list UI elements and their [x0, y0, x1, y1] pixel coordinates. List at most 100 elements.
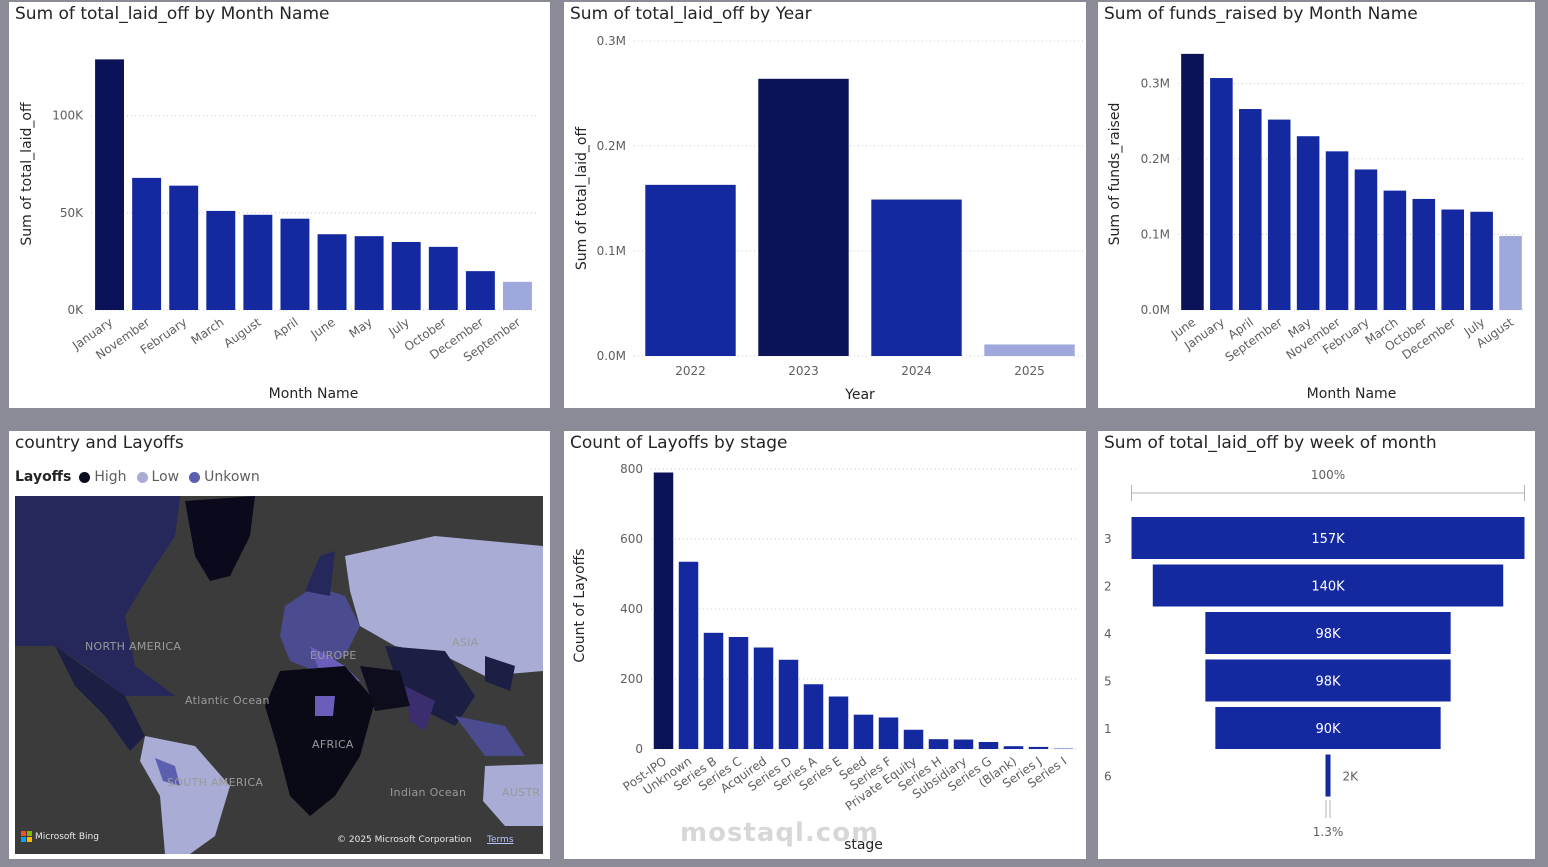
funnel-category-label: 2 [1104, 580, 1112, 594]
funnel-top-percent: 100% [1311, 468, 1345, 482]
bar-april[interactable] [1239, 109, 1262, 311]
bar-private-equity[interactable] [903, 729, 924, 749]
bar-series-g[interactable] [978, 742, 999, 749]
bar-post-ipo[interactable] [653, 472, 674, 750]
bar-july[interactable] [1470, 211, 1493, 310]
funnel-value-label: 140K [1311, 580, 1345, 595]
legend-unknown-label[interactable]: Unkown [204, 469, 260, 485]
y-tick-label: 0.3M [1141, 76, 1170, 90]
bar-january[interactable] [95, 59, 125, 310]
bar-april[interactable] [280, 218, 310, 310]
panel-title: Sum of total_laid_off by Month Name [15, 4, 330, 24]
layoffs-by-year-chart[interactable]: 0.0M 0.1M 0.2M 0.3M 2022 2023 2024 2025 Year Sum … [564, 2, 1086, 408]
world-map-shapes [15, 496, 543, 854]
bar-series-e[interactable] [828, 696, 849, 750]
panel-title: Sum of funds_raised by Month Name [1104, 4, 1418, 24]
funnel-bar-week-1[interactable] [1215, 707, 1441, 749]
funnel-value-label: 98K [1315, 675, 1341, 690]
map-terms-link[interactable]: Terms [487, 835, 514, 845]
panel-layoffs-by-stage[interactable]: Count of Layoffs by stage 0 200 400 600 800 P… [564, 431, 1086, 859]
bar-november[interactable] [132, 177, 162, 310]
bar-series-j[interactable] [1028, 746, 1049, 749]
y-tick-label: 100K [52, 109, 84, 123]
bar-unknown[interactable] [678, 561, 699, 749]
bar-2023[interactable] [758, 78, 849, 357]
bar-march[interactable] [206, 210, 236, 310]
funnel-bar-week-5[interactable] [1205, 659, 1451, 702]
bar-december[interactable] [1441, 209, 1464, 310]
bar-may[interactable] [354, 236, 384, 310]
y-tick-label: 0 [635, 742, 643, 756]
bar-september[interactable] [1267, 119, 1291, 310]
y-axis-title: Sum of total_laid_off [19, 102, 35, 246]
panel-country-map[interactable]: country and Layoffs Layoffs High Low Unk… [9, 431, 550, 859]
funds-by-month-chart[interactable]: 0.0M0.1M0.2M0.3MJuneJanuaryAprilSeptembe… [1098, 2, 1535, 408]
bar-subsidiary[interactable] [953, 739, 974, 749]
bar-series-b[interactable] [703, 632, 724, 749]
watermark: mostaql.com [680, 818, 880, 848]
funnel-bar-week-4[interactable] [1205, 612, 1451, 654]
bar-series-c[interactable] [728, 637, 749, 749]
bar-january[interactable] [1210, 78, 1233, 311]
funnel-bar-week-6[interactable] [1325, 754, 1331, 797]
funnel-value-label: 2K [1343, 770, 1360, 784]
map-label-atlantic: Atlantic Ocean [185, 694, 270, 707]
y-tick-label: 0.0M [597, 349, 626, 363]
bar-july[interactable] [391, 242, 421, 310]
funnel-category-label: 1 [1104, 722, 1112, 736]
bar-december[interactable] [465, 271, 495, 310]
panel-funds-by-month[interactable]: Sum of funds_raised by Month Name 0.0M 0.… [1098, 2, 1535, 408]
bar-august[interactable] [1499, 235, 1522, 310]
legend-unknown-dot [189, 471, 201, 483]
panel-layoffs-by-year[interactable]: Sum of total_laid_off by Year 0.0M 0.1M 0.… [564, 2, 1086, 408]
x-axis-title: Month Name [269, 386, 359, 402]
panel-title: Count of Layoffs by stage [570, 433, 788, 453]
panel-layoffs-by-month[interactable]: Sum of total_laid_off by Month Name 0K 50… [9, 2, 550, 408]
x-tick-label: June [308, 315, 338, 342]
bar-2022[interactable] [645, 184, 736, 356]
bar-acquired[interactable] [753, 647, 774, 750]
bar-august[interactable] [243, 214, 273, 310]
bar-june[interactable] [1181, 53, 1204, 310]
bar-2024[interactable] [871, 199, 962, 356]
bar-series-h[interactable] [928, 739, 949, 749]
bar-february[interactable] [169, 185, 199, 310]
bar-series-i[interactable] [1053, 747, 1074, 749]
panel-title: Sum of total_laid_off by Year [570, 4, 812, 24]
layoffs-by-week-funnel[interactable]: 100% 3 157K 2 140K 4 98K 5 98K 1 90K 6 2K 1.3% [1098, 431, 1535, 859]
map-label-north-america: NORTH AMERICA [85, 640, 182, 653]
panel-title: Sum of total_laid_off by week of month [1104, 433, 1437, 453]
bar-series-f[interactable] [878, 717, 899, 750]
x-tick-label: 2023 [788, 364, 819, 378]
map-label-asia: ASIA [452, 636, 479, 649]
bar-series-d[interactable] [778, 659, 799, 749]
europe-region [280, 586, 360, 671]
bar-2025[interactable] [984, 344, 1075, 356]
bar-october[interactable] [1412, 198, 1436, 310]
y-axis-title: Count of Layoffs [572, 548, 588, 662]
map-label-australia: AUSTR [502, 786, 541, 799]
bing-logo: Microsoft Bing [21, 831, 99, 842]
funnel-bar-week-3[interactable] [1131, 517, 1525, 559]
bar-seed[interactable] [853, 714, 874, 749]
bar-november[interactable] [1325, 151, 1349, 310]
bar-october[interactable] [428, 246, 458, 310]
legend-high-label[interactable]: High [94, 469, 127, 485]
bar--blank-[interactable] [1003, 746, 1024, 749]
bar-march[interactable] [1383, 190, 1407, 310]
x-axis-title: stage [844, 837, 883, 853]
funnel-bar-week-2[interactable] [1152, 564, 1504, 607]
map-label-south-america: SOUTH AMERICA [167, 776, 264, 789]
bar-series-a[interactable] [803, 684, 824, 749]
world-map[interactable]: NORTH AMERICA EUROPE ASIA Atlantic Ocean… [15, 496, 543, 854]
bar-may[interactable] [1296, 136, 1320, 310]
bar-september[interactable] [502, 281, 532, 310]
map-label-africa: AFRICA [312, 738, 354, 751]
bar-june[interactable] [317, 234, 347, 310]
map-copyright: © 2025 Microsoft Corporation [337, 835, 472, 845]
panel-layoffs-by-week[interactable]: Sum of total_laid_off by week of month 1… [1098, 431, 1535, 859]
legend-low-label[interactable]: Low [151, 469, 180, 485]
bar-february[interactable] [1354, 169, 1378, 310]
